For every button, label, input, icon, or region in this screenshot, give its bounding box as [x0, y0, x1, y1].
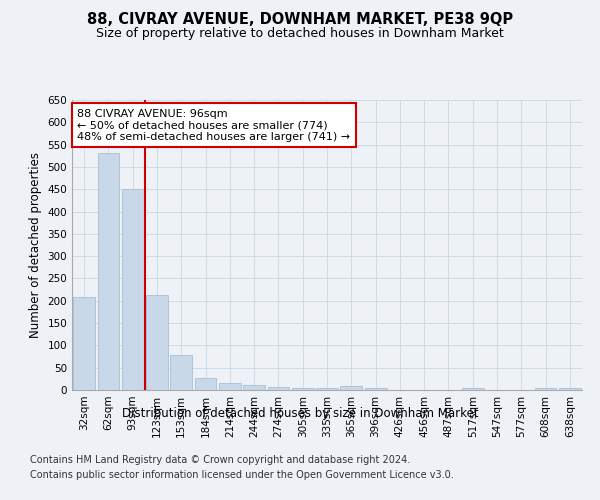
Bar [340, 386, 362, 390]
Bar [122, 189, 143, 390]
Bar [365, 388, 386, 390]
Text: Distribution of detached houses by size in Downham Market: Distribution of detached houses by size … [122, 408, 478, 420]
Bar [97, 152, 119, 390]
Bar [170, 355, 192, 390]
Text: Contains HM Land Registry data © Crown copyright and database right 2024.: Contains HM Land Registry data © Crown c… [30, 455, 410, 465]
Bar [146, 296, 168, 390]
Bar [292, 388, 314, 390]
Text: 88 CIVRAY AVENUE: 96sqm
← 50% of detached houses are smaller (774)
48% of semi-d: 88 CIVRAY AVENUE: 96sqm ← 50% of detache… [77, 108, 350, 142]
Bar [559, 388, 581, 390]
Bar [194, 378, 217, 390]
Text: 88, CIVRAY AVENUE, DOWNHAM MARKET, PE38 9QP: 88, CIVRAY AVENUE, DOWNHAM MARKET, PE38 … [87, 12, 513, 28]
Bar [73, 297, 95, 390]
Bar [243, 384, 265, 390]
Text: Contains public sector information licensed under the Open Government Licence v3: Contains public sector information licen… [30, 470, 454, 480]
Y-axis label: Number of detached properties: Number of detached properties [29, 152, 42, 338]
Bar [219, 384, 241, 390]
Text: Size of property relative to detached houses in Downham Market: Size of property relative to detached ho… [96, 28, 504, 40]
Bar [535, 388, 556, 390]
Bar [316, 388, 338, 390]
Bar [462, 388, 484, 390]
Bar [268, 388, 289, 390]
